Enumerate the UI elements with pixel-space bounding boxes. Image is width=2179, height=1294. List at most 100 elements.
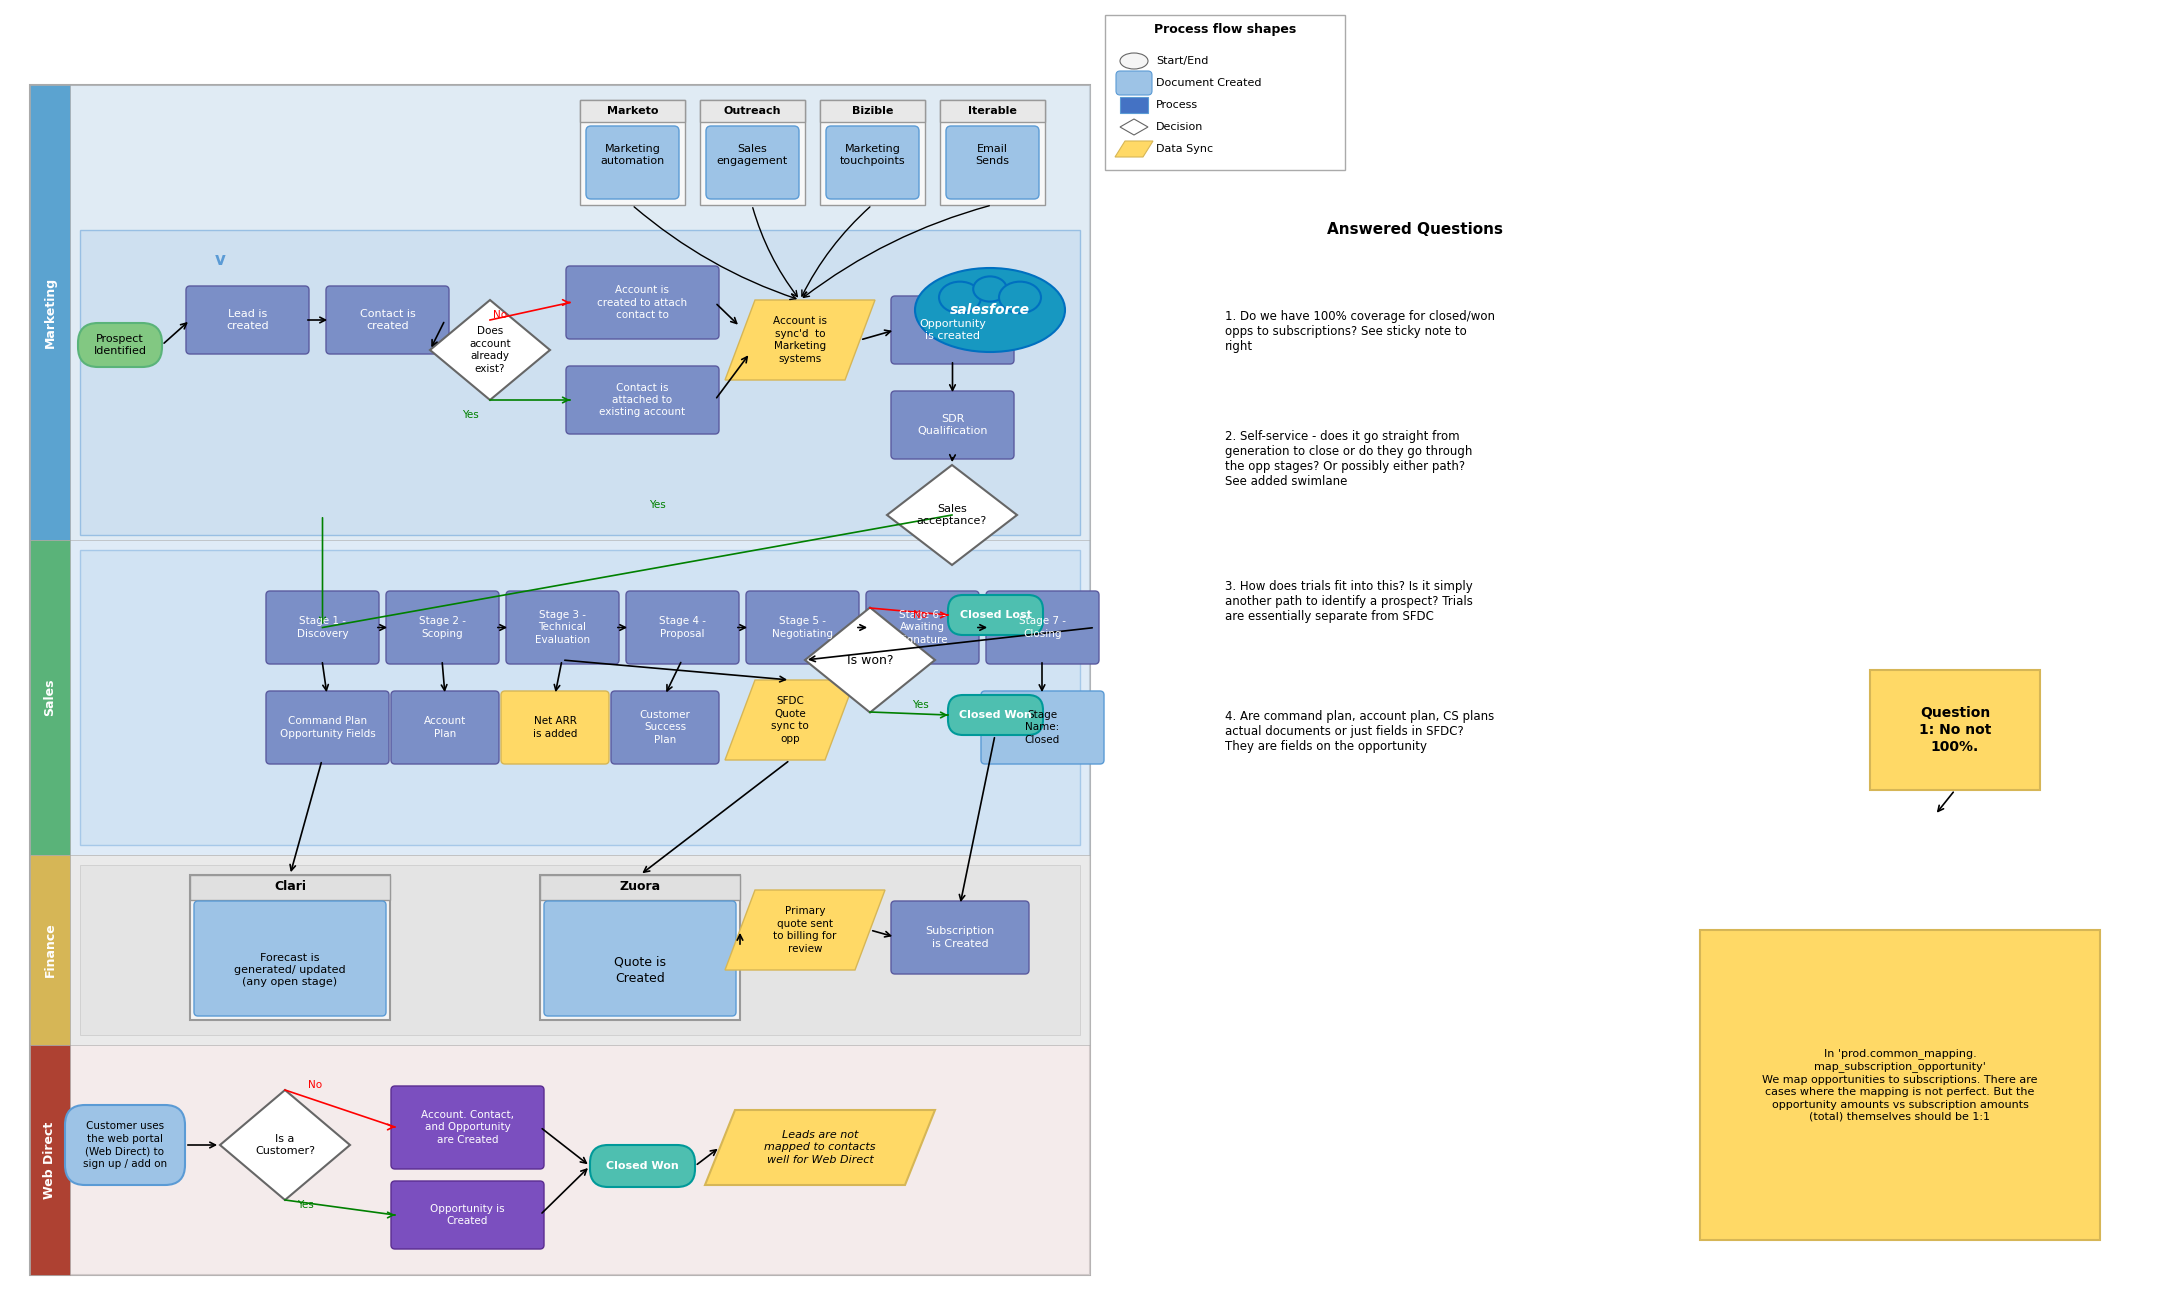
FancyBboxPatch shape	[390, 691, 499, 763]
Bar	[819, 100, 926, 204]
Bar	[31, 540, 1090, 855]
Text: Outreach: Outreach	[723, 106, 782, 116]
Text: 4. Are command plan, account plan, CS plans
actual documents or just fields in S: 4. Are command plan, account plan, CS pl…	[1225, 710, 1495, 753]
FancyBboxPatch shape	[386, 591, 499, 664]
FancyBboxPatch shape	[266, 591, 379, 664]
FancyBboxPatch shape	[194, 901, 386, 1016]
Text: Question
1: No not
100%.: Question 1: No not 100%.	[1920, 705, 1992, 754]
Bar	[1870, 670, 2040, 791]
Bar	[31, 85, 1090, 540]
Bar	[31, 855, 70, 1046]
Text: Account
Plan: Account Plan	[425, 717, 466, 739]
Text: salesforce: salesforce	[950, 303, 1031, 317]
Text: Net ARR
is added: Net ARR is added	[534, 717, 577, 739]
Text: Opportunity
is created: Opportunity is created	[920, 318, 985, 342]
Ellipse shape	[1120, 53, 1148, 69]
Text: Does
account
already
exist?: Does account already exist?	[468, 326, 510, 374]
Polygon shape	[726, 890, 885, 970]
Bar	[1700, 930, 2101, 1240]
FancyBboxPatch shape	[981, 691, 1105, 763]
Bar	[31, 85, 1090, 1275]
Polygon shape	[804, 607, 935, 713]
Bar	[819, 100, 926, 122]
Text: 1. Do we have 100% coverage for closed/won
opps to subscriptions? See sticky not: 1. Do we have 100% coverage for closed/w…	[1225, 311, 1495, 353]
Text: Closed Won: Closed Won	[606, 1161, 680, 1171]
Text: Marketing: Marketing	[44, 277, 57, 348]
Text: Closed Won: Closed Won	[959, 710, 1033, 719]
Text: No: No	[492, 311, 508, 320]
Text: Web Direct: Web Direct	[44, 1122, 57, 1198]
Bar	[540, 875, 741, 1020]
Text: Process: Process	[1157, 100, 1198, 110]
Bar	[31, 855, 1090, 1046]
FancyBboxPatch shape	[591, 1145, 695, 1187]
Text: Customer uses
the web portal
(Web Direct) to
sign up / add on: Customer uses the web portal (Web Direct…	[83, 1122, 168, 1168]
Text: Account is
created to attach
contact to: Account is created to attach contact to	[597, 285, 689, 320]
Bar	[81, 864, 1081, 1035]
Text: Yes: Yes	[296, 1200, 314, 1210]
FancyBboxPatch shape	[506, 591, 619, 664]
Text: Stage 3 -
Technical
Evaluation: Stage 3 - Technical Evaluation	[534, 609, 591, 644]
Text: Command Plan
Opportunity Fields: Command Plan Opportunity Fields	[279, 717, 375, 739]
FancyBboxPatch shape	[1116, 71, 1153, 94]
FancyBboxPatch shape	[865, 591, 978, 664]
Bar	[31, 1046, 1090, 1275]
Polygon shape	[429, 300, 549, 400]
Text: Start/End: Start/End	[1157, 56, 1209, 66]
Text: Document Created: Document Created	[1157, 78, 1262, 88]
Polygon shape	[706, 1110, 935, 1185]
FancyBboxPatch shape	[586, 126, 680, 199]
Text: Marketo: Marketo	[606, 106, 658, 116]
Text: Stage 4 -
Proposal: Stage 4 - Proposal	[658, 616, 706, 639]
Text: Stage 2 -
Scoping: Stage 2 - Scoping	[418, 616, 466, 639]
Text: Is a
Customer?: Is a Customer?	[255, 1134, 316, 1157]
Text: Stage 1 -
Discovery: Stage 1 - Discovery	[296, 616, 349, 639]
Text: 2. Self-service - does it go straight from
generation to close or do they go thr: 2. Self-service - does it go straight fr…	[1225, 430, 1473, 488]
Text: Subscription
is Created: Subscription is Created	[926, 927, 994, 949]
FancyBboxPatch shape	[706, 126, 800, 199]
FancyBboxPatch shape	[891, 901, 1028, 974]
FancyBboxPatch shape	[390, 1181, 545, 1249]
Text: Leads are not
mapped to contacts
well for Web Direct: Leads are not mapped to contacts well fo…	[765, 1130, 876, 1165]
Text: Lead is
created: Lead is created	[227, 309, 268, 331]
FancyBboxPatch shape	[891, 391, 1013, 459]
Text: Zuora: Zuora	[619, 880, 660, 893]
FancyBboxPatch shape	[567, 366, 719, 433]
Bar	[190, 875, 390, 1020]
Text: Data Sync: Data Sync	[1157, 144, 1214, 154]
Text: Finance: Finance	[44, 923, 57, 977]
FancyBboxPatch shape	[625, 591, 739, 664]
Bar	[699, 100, 804, 204]
Text: Is won?: Is won?	[848, 653, 893, 666]
Polygon shape	[1116, 141, 1153, 157]
Text: Bizible: Bizible	[852, 106, 893, 116]
FancyBboxPatch shape	[501, 691, 608, 763]
Text: Quote is
Created: Quote is Created	[614, 955, 667, 985]
Text: Account. Contact,
and Opportunity
are Created: Account. Contact, and Opportunity are Cr…	[421, 1110, 514, 1145]
Text: Process flow shapes: Process flow shapes	[1155, 22, 1297, 35]
FancyBboxPatch shape	[946, 126, 1039, 199]
Text: Stage 7 -
Closing: Stage 7 - Closing	[1020, 616, 1066, 639]
FancyBboxPatch shape	[327, 286, 449, 355]
Text: Decision: Decision	[1157, 122, 1203, 132]
FancyBboxPatch shape	[745, 591, 859, 664]
Bar	[939, 100, 1046, 122]
FancyBboxPatch shape	[826, 126, 920, 199]
Bar	[580, 100, 684, 122]
Text: SFDC
Quote
sync to
opp: SFDC Quote sync to opp	[771, 696, 808, 744]
Bar	[699, 100, 804, 122]
Text: Prospect
Identified: Prospect Identified	[94, 334, 146, 356]
Text: No: No	[307, 1080, 322, 1090]
Text: Iterable: Iterable	[967, 106, 1018, 116]
Text: Yes: Yes	[649, 499, 665, 510]
Bar	[31, 85, 70, 540]
Bar	[1105, 16, 1344, 170]
Text: Yes: Yes	[462, 410, 479, 421]
FancyBboxPatch shape	[891, 296, 1013, 364]
Text: Opportunity is
Created: Opportunity is Created	[429, 1203, 506, 1227]
FancyBboxPatch shape	[567, 267, 719, 339]
FancyBboxPatch shape	[545, 901, 737, 1016]
FancyBboxPatch shape	[987, 591, 1098, 664]
Polygon shape	[726, 300, 876, 380]
Text: Closed Lost: Closed Lost	[959, 609, 1031, 620]
